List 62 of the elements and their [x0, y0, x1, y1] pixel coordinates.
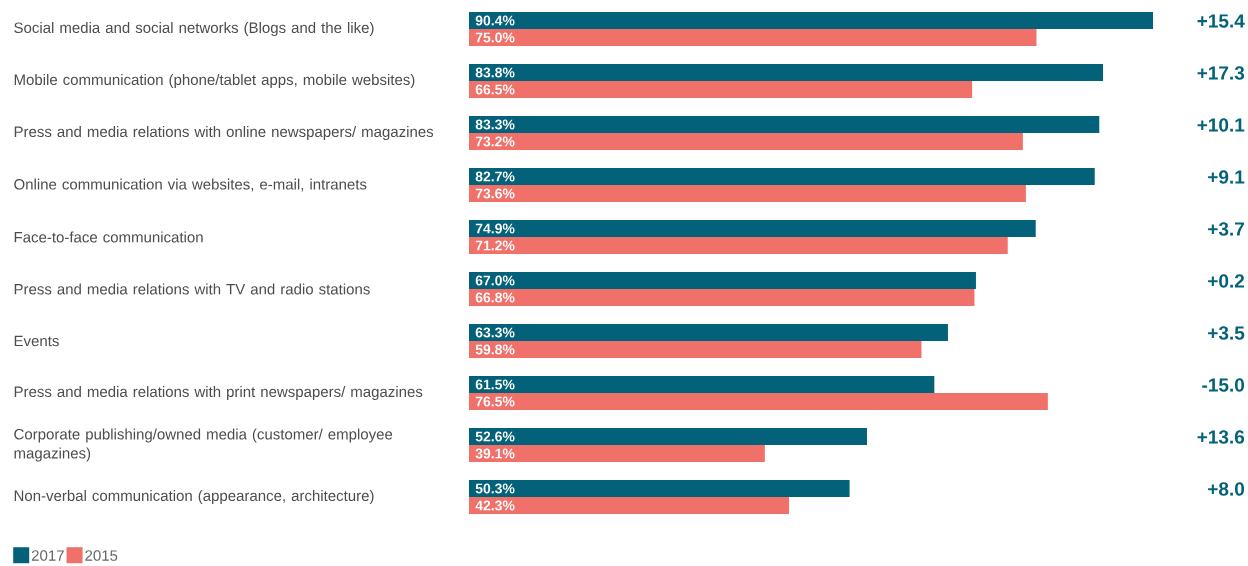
bar — [469, 497, 790, 515]
data-label: 83.8% — [475, 67, 515, 78]
data-label: 74.9% — [475, 223, 515, 234]
bar — [469, 29, 1037, 46]
bar — [469, 237, 1008, 255]
data-label: 71.2% — [475, 240, 515, 251]
text: +8.0 — [1208, 482, 1245, 496]
data-label: 42.3% — [475, 500, 515, 511]
bar — [469, 133, 1023, 150]
data-label: 90.4% — [475, 15, 515, 26]
data-label: 82.7% — [475, 171, 515, 182]
data-label: 50.3% — [475, 483, 515, 494]
bar — [469, 480, 850, 498]
text: +3.5 — [1208, 326, 1245, 340]
bar — [469, 168, 1095, 186]
data-label: 52.6% — [475, 431, 515, 442]
y-tick-label: Social media and social networks (Blogs and the like) — [14, 22, 374, 36]
data-label: 61.5% — [475, 379, 515, 390]
bar — [469, 376, 935, 394]
data-label: 73.6% — [475, 188, 515, 199]
bar — [469, 185, 1026, 203]
data-label: 39.1% — [475, 448, 515, 459]
data-label: 59.8% — [475, 344, 515, 355]
text: +0.2 — [1208, 274, 1245, 288]
y-tick-label: Non-verbal communication (appearance, architecture) — [14, 490, 374, 504]
data-label: 66.8% — [475, 292, 515, 303]
text: +13.6 — [1197, 430, 1245, 444]
bar — [469, 220, 1036, 238]
bar — [469, 445, 765, 463]
bar — [469, 64, 1104, 82]
data-label: 67.0% — [475, 275, 515, 286]
data-label: 66.5% — [475, 84, 515, 95]
bar — [469, 428, 867, 446]
y-tick-label: Mobile communication (phone/tablet apps, mobile websites) — [14, 74, 415, 88]
data-label: 63.3% — [475, 327, 515, 338]
bar — [469, 12, 1154, 29]
legend-label: 2017 — [31, 550, 64, 561]
text: +17.3 — [1197, 66, 1245, 80]
bar — [469, 289, 975, 307]
bar — [469, 341, 922, 359]
bar — [469, 272, 976, 290]
y-tick-label: Press and media relations with online newspapers/ magazines — [14, 126, 434, 140]
text: +9.1 — [1208, 170, 1245, 184]
text: +3.7 — [1208, 222, 1244, 236]
bar — [469, 81, 973, 99]
y-tick-label: Press and media relations with print newspapers/ magazines — [14, 386, 423, 400]
text: -15.0 — [1202, 378, 1245, 392]
data-label: 76.5% — [475, 396, 515, 407]
y-tick-label: Corporate publishing/owned media (customer/ employee magazines) — [14, 428, 393, 462]
text: +15.4 — [1197, 14, 1245, 28]
data-label: 83.3% — [475, 119, 515, 130]
data-label: 75.0% — [475, 32, 515, 43]
y-tick-label: Events — [14, 335, 59, 347]
y-tick-label: Online communication via websites, e-mail, intranets — [14, 178, 367, 192]
bar — [469, 116, 1100, 134]
y-tick-label: Press and media relations with TV and radio stations — [14, 283, 370, 295]
bar — [469, 393, 1048, 411]
text: +10.1 — [1197, 118, 1245, 132]
bar — [469, 324, 948, 342]
data-label: 73.2% — [475, 136, 515, 147]
y-tick-label: Face-to-face communication — [14, 231, 203, 243]
legend-label: 2015 — [85, 550, 118, 561]
